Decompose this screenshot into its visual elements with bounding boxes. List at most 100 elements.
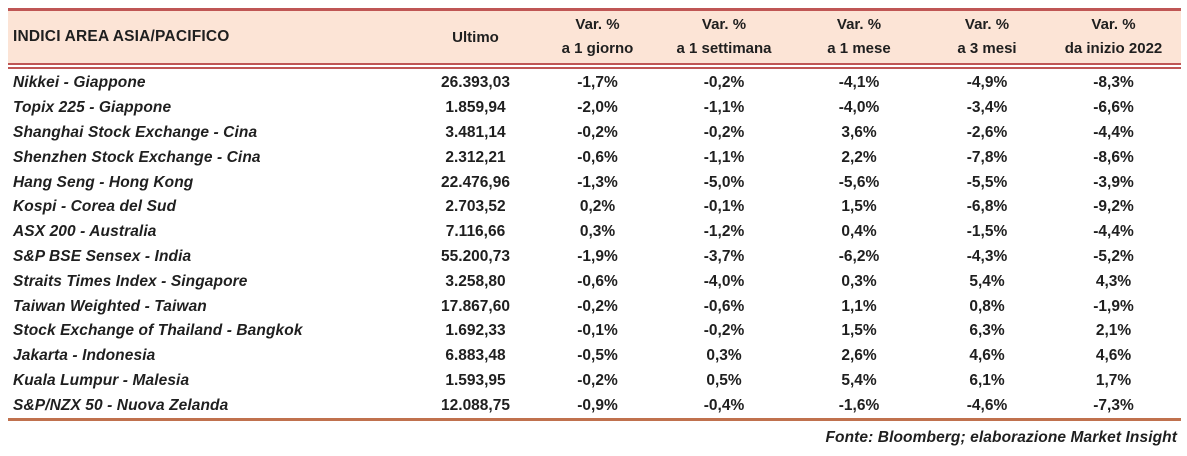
var-1week-cell: -0,2% [703,74,745,92]
var-1month-cell: 2,6% [841,347,877,365]
index-name-cell: Kospi - Corea del Sud [13,198,177,216]
var-ytd-cell: -1,9% [1093,297,1134,315]
ultimo-cell: 7.116,66 [445,223,506,241]
index-name-cell: Nikkei - Giappone [13,74,146,92]
index-name-cell: ASX 200 - Australia [13,223,157,241]
var-3months-cell: -2,6% [966,123,1008,141]
var-3months-cell: -1,5% [966,223,1008,241]
var-1month-cell: -4,0% [838,99,880,117]
var-1day-cell: -0,1% [577,322,618,340]
var-1week-cell: -0,1% [703,198,745,216]
table-row: Taiwan Weighted - Taiwan 17.867,60 -0,2%… [8,294,1181,319]
var-3months-cell: 0,8% [969,297,1005,315]
var-1day-cell: -0,6% [577,148,618,166]
index-name-cell: Topix 225 - Giappone [13,99,172,117]
var-3months-cell: 5,4% [969,272,1005,290]
var-1month-cell: 0,3% [841,272,877,290]
table-header-row: INDICI AREA ASIA/PACIFICO Ultimo Var. % … [8,11,1181,65]
column-header-3-months: Var. % a 3 mesi [928,13,1046,61]
var-1day-cell: 0,3% [579,223,616,241]
ultimo-cell: 3.481,14 [445,123,506,141]
var-1day-cell: -0,2% [577,123,618,141]
var-3months-cell: -4,3% [966,247,1008,265]
column-header-1-day: Var. % a 1 giorno [537,13,658,61]
var-1day-cell: -0,9% [577,396,618,414]
var-1week-cell: -1,2% [703,223,745,241]
table-row: Kuala Lumpur - Malesia 1.593,95 -0,2% 0,… [8,369,1181,394]
var-1week-cell: 0,5% [706,371,742,389]
index-name-cell: Hang Seng - Hong Kong [13,173,194,191]
table-row: Hang Seng - Hong Kong 22.476,96 -1,3% -5… [8,170,1181,195]
var-ytd-cell: -7,3% [1093,396,1134,414]
var-label: Var. % [701,16,747,33]
period-label: a 3 mesi [957,40,1017,57]
var-1month-cell: 1,5% [841,198,877,216]
var-3months-cell: 6,3% [969,322,1005,340]
index-name-cell: S&P/NZX 50 - Nuova Zelanda [13,396,229,414]
var-3months-cell: -7,8% [966,148,1008,166]
index-name-cell: Stock Exchange of Thailand - Bangkok [13,322,303,340]
var-3months-cell: -5,5% [966,173,1008,191]
var-ytd-cell: 1,7% [1095,371,1132,389]
var-3months-cell: -3,4% [966,99,1008,117]
var-ytd-cell: 4,6% [1095,347,1132,365]
index-name-cell: Kuala Lumpur - Malesia [13,371,190,389]
ultimo-cell: 6.883,48 [445,347,506,365]
var-label: Var. % [836,16,882,33]
period-label: a 1 giorno [561,40,634,57]
ultimo-cell: 55.200,73 [441,247,510,265]
var-3months-cell: -4,6% [966,396,1008,414]
var-1week-cell: -0,4% [703,396,745,414]
var-1day-cell: -0,2% [577,297,618,315]
index-name-cell: Shanghai Stock Exchange - Cina [13,123,258,141]
var-label: Var. % [964,16,1010,33]
table-row: Topix 225 - Giappone 1.859,94 -2,0% -1,1… [8,96,1181,121]
table-title: INDICI AREA ASIA/PACIFICO [13,28,230,45]
var-1week-cell: -0,2% [703,123,745,141]
table-row: ASX 200 - Australia 7.116,66 0,3% -1,2% … [8,220,1181,245]
var-ytd-cell: -3,9% [1093,173,1134,191]
var-1month-cell: -5,6% [838,173,880,191]
table-top-border [8,8,1181,11]
indices-table: INDICI AREA ASIA/PACIFICO Ultimo Var. % … [8,8,1181,447]
ultimo-cell: 12.088,75 [441,396,510,414]
column-header-1-week: Var. % a 1 settimana [658,13,790,61]
table-row: S&P BSE Sensex - India 55.200,73 -1,9% -… [8,245,1181,270]
var-1day-cell: -0,2% [577,371,618,389]
var-3months-cell: 4,6% [969,347,1005,365]
var-1month-cell: -6,2% [838,247,880,265]
var-1day-cell: -2,0% [577,99,618,117]
ultimo-cell: 1.859,94 [445,99,506,117]
var-ytd-cell: -8,6% [1093,148,1134,166]
ultimo-cell: 1.692,33 [445,322,506,340]
header-border-second-line [8,67,1181,69]
var-1week-cell: -3,7% [703,247,745,265]
var-ytd-cell: -9,2% [1093,198,1134,216]
var-ytd-cell: 4,3% [1095,272,1132,290]
table-bottom-border [8,418,1181,422]
var-1week-cell: 0,3% [706,347,742,365]
var-ytd-cell: -6,6% [1093,99,1134,117]
var-1month-cell: -1,6% [838,396,880,414]
ultimo-cell: 2.703,52 [445,198,506,216]
var-1day-cell: -0,6% [577,272,618,290]
var-3months-cell: -4,9% [966,74,1008,92]
period-label: a 1 settimana [676,40,772,57]
ultimo-cell: 17.867,60 [441,297,510,315]
table-row: Stock Exchange of Thailand - Bangkok 1.6… [8,319,1181,344]
var-1month-cell: 0,4% [841,223,877,241]
ultimo-cell: 1.593,95 [445,371,506,389]
var-3months-cell: 6,1% [969,371,1005,389]
column-header-1-month: Var. % a 1 mese [790,13,928,61]
ultimo-cell: 2.312,21 [445,148,506,166]
ultimo-cell: 3.258,80 [445,272,506,290]
var-1week-cell: -0,6% [703,297,745,315]
var-1month-cell: 5,4% [841,371,877,389]
table-row: Jakarta - Indonesia 6.883,48 -0,5% 0,3% … [8,344,1181,369]
header-border-gap [8,65,1181,67]
var-1week-cell: -1,1% [703,99,745,117]
index-name-cell: Taiwan Weighted - Taiwan [13,297,207,315]
var-label: Var. % [1091,16,1136,33]
var-1week-cell: -1,1% [703,148,745,166]
var-1day-cell: -1,7% [577,74,618,92]
